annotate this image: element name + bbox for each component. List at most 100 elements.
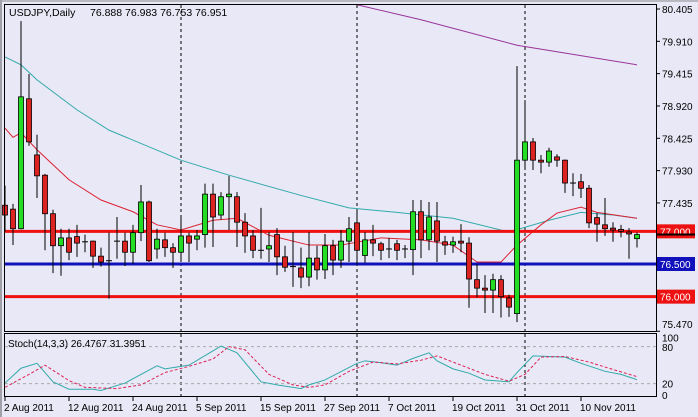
candle-body xyxy=(346,228,352,242)
ma-slow-line xyxy=(356,5,638,66)
x-tick-label: 24 Aug 2011 xyxy=(132,403,188,414)
candle xyxy=(210,183,216,248)
candle-body xyxy=(194,235,200,240)
candle-body xyxy=(170,247,176,253)
candle xyxy=(578,173,584,199)
axes: 80.405 79.910 79.415 78.920 78.425 77.930 77.4… xyxy=(4,5,693,414)
candle xyxy=(434,201,440,263)
candle xyxy=(122,232,128,266)
x-tick-label: 5 Sep 2011 xyxy=(196,403,247,414)
candle xyxy=(170,243,176,268)
x-tick-label: 15 Sep 2011 xyxy=(260,403,316,414)
candle-body xyxy=(450,241,456,246)
candle-body xyxy=(426,216,432,241)
y-tick-label: 78.920 xyxy=(662,102,693,113)
candle-body xyxy=(186,235,192,244)
candle-body xyxy=(154,238,160,250)
candle-body xyxy=(250,235,256,251)
candle-body xyxy=(210,193,216,218)
candle xyxy=(394,239,400,261)
candle-body xyxy=(514,159,520,315)
candle-body xyxy=(314,257,320,271)
stoch-tick-label: 100 xyxy=(662,334,679,345)
candle xyxy=(202,183,208,248)
candle-body xyxy=(146,201,152,262)
candle-body xyxy=(602,224,608,230)
candle-body xyxy=(74,236,80,244)
y-tick-label: 77.435 xyxy=(662,199,693,210)
candle xyxy=(98,247,104,267)
candle xyxy=(634,232,640,248)
candle-body xyxy=(242,221,248,237)
candle-body xyxy=(418,211,424,241)
candle xyxy=(290,231,296,287)
y-tick-label: 79.415 xyxy=(662,70,693,81)
candle-body xyxy=(18,96,24,230)
candle-body xyxy=(178,235,184,253)
candle xyxy=(554,154,560,167)
candle xyxy=(82,234,88,253)
candle xyxy=(338,230,344,268)
candle-body xyxy=(34,154,40,177)
candle xyxy=(594,213,600,242)
candle-body xyxy=(442,241,448,246)
candle xyxy=(322,233,328,280)
candle-body xyxy=(618,228,624,232)
candle-body xyxy=(594,217,600,225)
candle-body xyxy=(506,297,512,308)
candle xyxy=(626,228,632,259)
candle xyxy=(378,241,384,261)
candle-body xyxy=(322,245,328,271)
candle-body xyxy=(458,240,464,244)
stoch-tick-label: 80 xyxy=(662,343,674,354)
candle xyxy=(586,184,592,229)
candle-body xyxy=(42,174,48,215)
candle-body xyxy=(330,245,336,261)
candle xyxy=(138,184,144,242)
candle-body xyxy=(466,242,472,280)
candle-body xyxy=(490,279,496,291)
candle-body xyxy=(26,98,32,143)
candle xyxy=(66,228,72,261)
price-tag-label: 77.000 xyxy=(660,227,691,238)
ma-mid-line xyxy=(5,56,638,233)
candle-body xyxy=(306,257,312,278)
candle-body xyxy=(274,234,280,258)
candle xyxy=(58,228,64,276)
candle-body xyxy=(410,211,416,251)
x-tick-label: 10 Nov 2011 xyxy=(580,403,636,414)
candle xyxy=(162,232,168,257)
candle-body xyxy=(122,240,128,253)
candle-body xyxy=(362,239,368,256)
candle xyxy=(330,239,336,276)
candle xyxy=(258,207,264,259)
candle xyxy=(234,192,240,248)
candle xyxy=(506,294,512,317)
candle xyxy=(402,245,408,259)
candle-body xyxy=(482,287,488,291)
candle xyxy=(482,275,488,313)
candle xyxy=(346,216,352,263)
candle xyxy=(546,147,552,167)
candle-body xyxy=(370,239,376,244)
stoch-main-line xyxy=(4,345,638,391)
candle xyxy=(538,154,544,174)
candle xyxy=(354,209,360,265)
horizontal-levels[interactable]: 77.000 76.500 76.000 xyxy=(5,224,695,304)
candle xyxy=(274,228,280,276)
candle-body xyxy=(562,159,568,184)
candle-body xyxy=(394,243,400,251)
price-tag-label: 76.000 xyxy=(660,293,691,304)
candle xyxy=(386,237,392,259)
candle-body xyxy=(298,267,304,278)
candle-body xyxy=(522,141,528,161)
x-tick-label: 2 Aug 2011 xyxy=(4,403,54,414)
price-tag xyxy=(657,256,695,271)
candle-body xyxy=(498,279,504,298)
candle-body xyxy=(546,150,552,163)
y-tick-label: 75.470 xyxy=(662,320,693,331)
x-tick-label: 27 Sep 2011 xyxy=(324,403,380,414)
candle xyxy=(114,216,120,259)
